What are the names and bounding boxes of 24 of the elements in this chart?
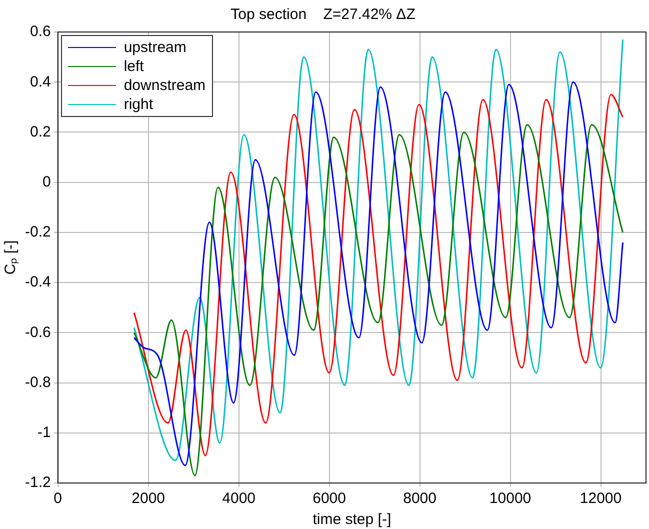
legend-label: left: [124, 57, 144, 76]
x-tick-label: 12000: [580, 490, 622, 508]
x-axis-title: time step [-]: [312, 511, 392, 528]
legend-label: upstream: [124, 38, 186, 57]
y-tick-label: -1.2: [24, 474, 51, 492]
y-tick-label: 0: [42, 173, 51, 190]
y-tick-label: 0.6: [30, 23, 51, 40]
x-tick-label: 10000: [489, 490, 532, 508]
x-tick-label: 6000: [312, 490, 346, 508]
x-tick-label: 4000: [222, 490, 256, 508]
y-tick-label: -0.2: [24, 224, 51, 241]
y-tick-label: 0.2: [30, 123, 51, 140]
legend-label: downstream: [124, 76, 206, 95]
x-tick-label: 8000: [403, 490, 436, 508]
y-tick-label: -0.6: [24, 324, 51, 341]
y-tick-label: 0.4: [30, 73, 51, 90]
legend-label: right: [124, 95, 154, 114]
y-tick-label: -0.4: [24, 274, 51, 291]
y-tick-label: -0.8: [24, 374, 51, 391]
x-tick-label: 0: [54, 490, 62, 508]
x-tick-label: 2000: [132, 490, 166, 508]
chart-title: Top section Z=27.42% ΔZ: [230, 6, 416, 24]
y-tick-label: -1: [38, 424, 51, 442]
y-axis-title: Cₚ [-]: [2, 240, 20, 275]
